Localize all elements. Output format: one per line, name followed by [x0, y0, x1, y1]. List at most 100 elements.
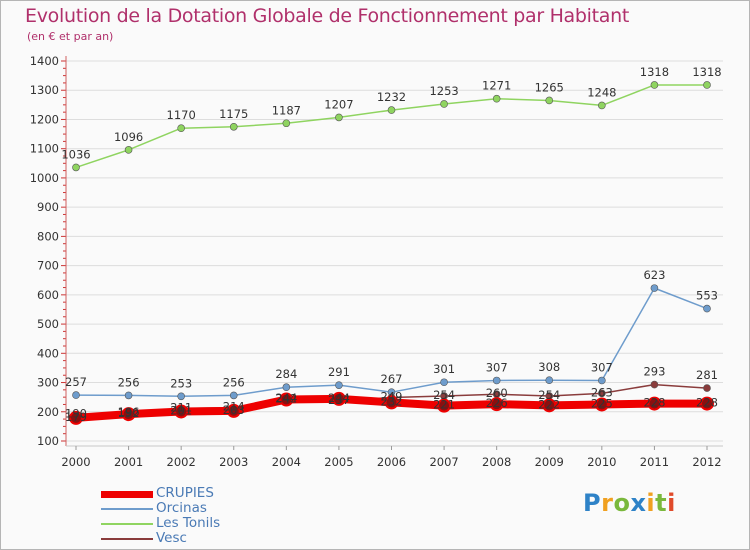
data-label-vesc: 260	[486, 386, 508, 400]
y-tick-label: 1000	[30, 171, 59, 185]
data-point-crupies	[384, 395, 399, 410]
data-label-crupies: 179	[65, 410, 87, 424]
data-label-orcinas: 308	[538, 360, 560, 374]
data-label-les-tonils: 1253	[429, 84, 458, 98]
data-point-les-tonils	[545, 96, 554, 105]
y-tick-label: 1200	[30, 112, 59, 126]
y-tick-label: 100	[37, 434, 59, 448]
data-label-les-tonils: 1175	[219, 107, 248, 121]
data-label-vesc: 254	[538, 388, 560, 402]
data-label-crupies: 225	[591, 396, 613, 410]
data-point-vesc	[650, 380, 659, 389]
legend-swatch	[101, 523, 153, 525]
data-label-crupies: 221	[433, 398, 455, 412]
data-label-crupies: 228	[696, 396, 718, 410]
data-point-orcinas	[545, 376, 554, 385]
data-label-crupies: 232	[381, 394, 403, 408]
data-point-orcinas	[650, 284, 659, 292]
legend-label: CRUPIES	[156, 485, 214, 501]
y-tick-label: 900	[37, 200, 59, 214]
data-label-crupies: 228	[643, 396, 665, 410]
y-tick-label: 700	[37, 259, 59, 273]
y-tick-label: 600	[37, 288, 59, 302]
data-point-crupies	[594, 397, 609, 412]
legend-swatch	[101, 490, 153, 498]
data-point-les-tonils	[650, 81, 659, 89]
data-point-les-tonils	[492, 94, 501, 103]
data-label-orcinas: 307	[591, 360, 613, 374]
data-label-les-tonils: 1207	[324, 97, 353, 111]
proxiti-logo: Proxiti	[583, 489, 676, 517]
data-point-les-tonils	[440, 100, 448, 108]
data-label-vesc: 211	[170, 401, 192, 415]
data-label-orcinas: 623	[643, 268, 665, 282]
chart-subtitle: (en € et par an)	[27, 30, 114, 43]
data-label-vesc: 293	[643, 365, 665, 379]
data-label-vesc: 196	[118, 405, 140, 419]
data-point-vesc	[598, 389, 606, 398]
data-label-orcinas: 284	[275, 367, 297, 381]
data-point-crupies	[437, 398, 452, 413]
x-tick-label: 2004	[272, 455, 301, 469]
data-label-crupies: 203	[223, 403, 245, 417]
y-tick-label: 1300	[30, 83, 59, 97]
data-label-les-tonils: 1271	[482, 79, 511, 93]
data-label-les-tonils: 1036	[61, 147, 90, 161]
y-tick-label: 1100	[30, 142, 59, 156]
legend-swatch	[101, 508, 153, 510]
data-point-les-tonils	[282, 119, 291, 128]
x-tick-label: 2007	[429, 455, 458, 469]
x-tick-label: 2008	[482, 455, 511, 469]
data-point-les-tonils	[177, 124, 185, 133]
legend-label: Vesc	[156, 530, 187, 546]
data-point-crupies	[174, 404, 189, 419]
data-label-vesc: 214	[223, 400, 245, 414]
data-label-les-tonils: 1232	[377, 90, 406, 104]
data-point-les-tonils	[229, 122, 238, 131]
x-tick-label: 2002	[167, 455, 196, 469]
data-point-crupies	[279, 392, 294, 407]
data-point-orcinas	[282, 383, 291, 392]
legend-label: Orcinas	[156, 500, 207, 516]
x-tick-label: 2010	[587, 455, 616, 469]
data-label-vesc: 263	[591, 385, 613, 399]
data-label-les-tonils: 1096	[114, 130, 143, 144]
x-tick-label: 2012	[692, 455, 721, 469]
data-label-les-tonils: 1318	[640, 65, 669, 79]
data-point-vesc	[703, 384, 711, 392]
data-label-vesc: 244	[275, 391, 297, 405]
data-point-les-tonils	[387, 106, 396, 114]
data-label-vesc: 249	[381, 389, 403, 403]
data-point-crupies	[69, 410, 83, 425]
data-point-orcinas	[598, 376, 606, 385]
y-tick-label: 300	[37, 376, 59, 390]
x-tick-label: 2011	[640, 455, 669, 469]
data-label-orcinas: 307	[486, 360, 508, 374]
data-label-vesc: 237	[328, 393, 350, 407]
x-tick-label: 2005	[324, 455, 353, 469]
data-label-les-tonils: 1248	[587, 85, 616, 99]
data-point-orcinas	[335, 381, 343, 389]
x-tick-label: 2006	[377, 455, 406, 469]
data-label-vesc: 190	[65, 407, 87, 421]
data-label-orcinas: 256	[223, 375, 245, 389]
data-point-les-tonils	[598, 101, 606, 110]
data-label-crupies: 201	[170, 403, 192, 417]
legend-label: Les Tonils	[156, 515, 221, 531]
y-tick-label: 400	[37, 346, 59, 360]
data-point-les-tonils	[72, 163, 80, 172]
y-tick-label: 200	[37, 405, 59, 419]
chart-title: Evolution de la Dotation Globale de Fonc…	[25, 5, 630, 27]
data-label-vesc: 281	[696, 368, 718, 382]
data-label-orcinas: 301	[433, 362, 455, 376]
data-point-orcinas	[492, 376, 501, 385]
data-point-crupies	[489, 397, 504, 412]
data-point-orcinas	[229, 391, 238, 400]
data-label-les-tonils: 1265	[535, 80, 564, 94]
y-tick-label: 800	[37, 229, 59, 243]
data-label-crupies: 192	[118, 406, 140, 420]
data-label-orcinas: 553	[696, 289, 718, 303]
x-tick-label: 2003	[219, 455, 248, 469]
data-point-orcinas	[440, 378, 448, 387]
